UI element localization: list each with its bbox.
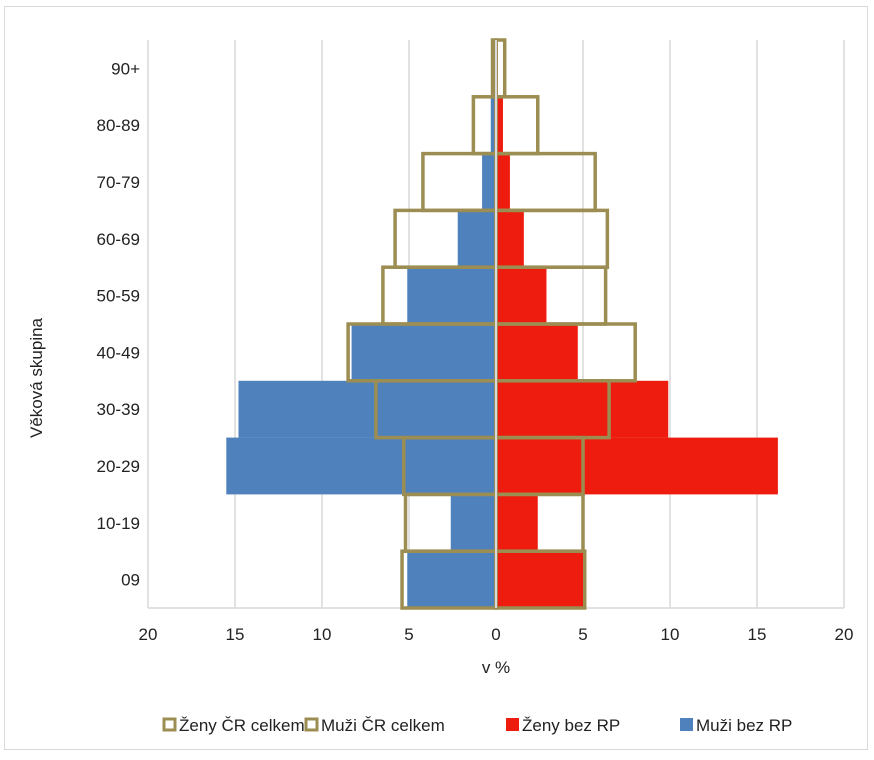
legend-label: Ženy bez RP [522, 716, 620, 735]
bar-mu-i-bez-rp-60-69 [458, 210, 496, 267]
y-tick-label: 10-19 [97, 514, 140, 533]
x-tick-label: 10 [661, 625, 680, 644]
x-tick-label: 15 [748, 625, 767, 644]
y-tick-label: 70-79 [97, 173, 140, 192]
legend-label: Muži ČR celkem [321, 716, 445, 735]
x-axis-title: v % [482, 658, 510, 677]
y-tick-label: 50-59 [97, 287, 140, 306]
y-tick-label: 30-39 [97, 400, 140, 419]
y-tick-label: 60-69 [97, 230, 140, 249]
bar--eny-bez-rp-09 [496, 551, 583, 608]
bar-mu-i-bez-rp-70-79 [482, 154, 496, 211]
outline-bar--eny-r-celkem-70-79 [496, 154, 595, 211]
bar-mu-i-bez-rp-30-39 [238, 381, 496, 438]
y-axis-title: Věková skupina [27, 317, 46, 438]
legend-swatch [306, 719, 317, 730]
bar-mu-i-bez-rp-20-29 [226, 438, 496, 495]
y-tick-label: 80-89 [97, 116, 140, 135]
y-tick-label: 40-49 [97, 343, 140, 362]
legend-swatch [506, 718, 519, 731]
legend-swatch [680, 718, 693, 731]
bar--eny-bez-rp-70-79 [496, 154, 510, 211]
y-tick-label: 90+ [111, 59, 140, 78]
y-tick-label: 09 [121, 571, 140, 590]
x-tick-labels: 20 15 10 5 0 5 10 15 20 [139, 625, 854, 644]
x-tick-label: 20 [835, 625, 854, 644]
bar--eny-bez-rp-50-59 [496, 267, 546, 324]
x-tick-label: 5 [404, 625, 413, 644]
legend-label: Ženy ČR celkem [179, 716, 305, 735]
bar--eny-bez-rp-60-69 [496, 210, 524, 267]
bar--eny-bez-rp-10-19 [496, 494, 538, 551]
bar-mu-i-bez-rp-09 [407, 551, 496, 608]
bar-mu-i-bez-rp-50-59 [407, 267, 496, 324]
legend: Ženy ČR celkem Muži ČR celkem Ženy bez RP M… [164, 716, 792, 735]
bar--eny-bez-rp-40-49 [496, 324, 578, 381]
x-tick-label: 20 [139, 625, 158, 644]
x-tick-label: 5 [578, 625, 587, 644]
legend-swatch [164, 719, 175, 730]
bar--eny-bez-rp-20-29 [496, 438, 778, 495]
x-tick-label: 10 [313, 625, 332, 644]
bar-mu-i-bez-rp-10-19 [451, 494, 496, 551]
x-tick-label: 0 [491, 625, 500, 644]
y-tick-labels: 09 10-19 20-29 30-39 40-49 50-59 60-69 70-79 80-… [97, 59, 141, 589]
bar--eny-bez-rp-30-39 [496, 381, 668, 438]
y-tick-label: 20-29 [97, 457, 140, 476]
x-tick-label: 15 [226, 625, 245, 644]
legend-label: Muži bez RP [696, 716, 792, 735]
bar-mu-i-bez-rp-40-49 [352, 324, 496, 381]
